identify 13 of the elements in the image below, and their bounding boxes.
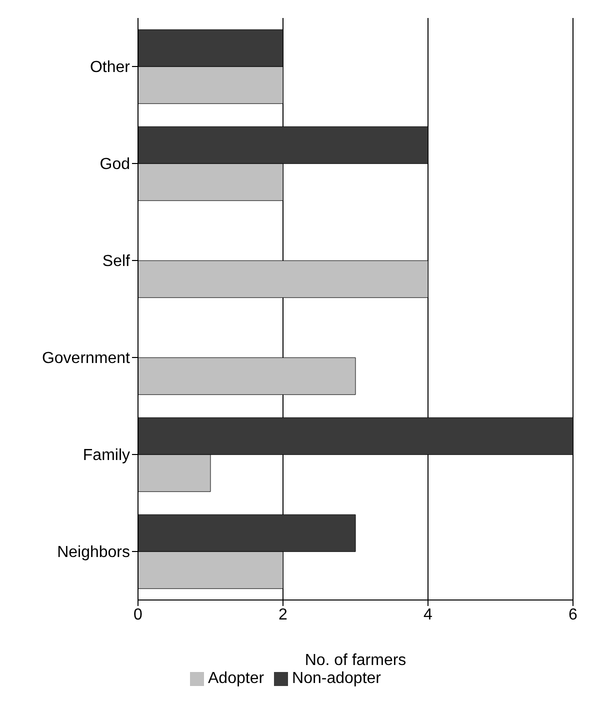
y-tick-label: Family: [82, 447, 130, 464]
x-axis-title: No. of farmers: [304, 652, 406, 669]
y-tick-label: Other: [90, 59, 131, 76]
legend-label: Non-adopter: [292, 670, 381, 687]
y-tick-label: Government: [42, 350, 131, 368]
y-tick-label: Neighbors: [57, 544, 130, 562]
x-tick-label: 6: [568, 606, 578, 624]
legend-label: Adopter: [208, 670, 264, 687]
y-tick-label: Self: [102, 253, 131, 270]
y-tick-label: God: [100, 156, 130, 174]
x-tick-label: 4: [424, 606, 433, 624]
x-tick-label: 2: [278, 606, 288, 624]
x-tick-label: 0: [134, 606, 143, 624]
